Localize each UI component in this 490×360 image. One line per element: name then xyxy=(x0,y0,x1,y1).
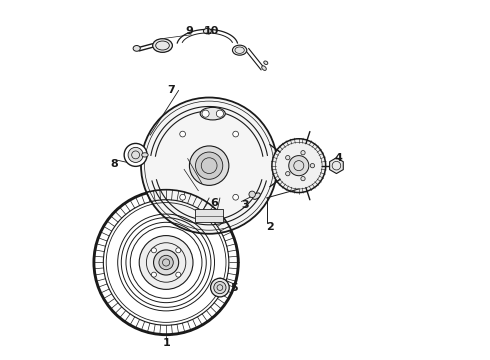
Bar xyxy=(195,210,223,222)
Text: 5: 5 xyxy=(230,283,238,293)
Circle shape xyxy=(159,255,173,270)
Circle shape xyxy=(196,152,223,179)
Text: 1: 1 xyxy=(162,338,170,348)
Circle shape xyxy=(180,131,186,137)
Text: 4: 4 xyxy=(334,153,342,163)
Circle shape xyxy=(272,139,326,193)
Ellipse shape xyxy=(133,45,140,51)
Circle shape xyxy=(202,110,209,117)
Circle shape xyxy=(211,278,229,297)
Circle shape xyxy=(216,110,223,117)
Circle shape xyxy=(141,98,277,234)
Ellipse shape xyxy=(262,66,266,71)
Circle shape xyxy=(124,143,147,166)
Text: 7: 7 xyxy=(168,85,175,95)
Text: 6: 6 xyxy=(211,198,219,208)
Circle shape xyxy=(176,248,181,253)
Ellipse shape xyxy=(253,193,260,199)
Circle shape xyxy=(301,150,305,155)
Circle shape xyxy=(286,156,290,160)
Ellipse shape xyxy=(264,61,268,64)
Circle shape xyxy=(139,235,193,289)
Circle shape xyxy=(95,191,238,334)
Ellipse shape xyxy=(200,107,225,120)
Circle shape xyxy=(128,147,143,162)
Circle shape xyxy=(310,163,315,168)
Circle shape xyxy=(289,156,309,176)
Circle shape xyxy=(233,194,239,200)
Ellipse shape xyxy=(142,153,148,157)
Circle shape xyxy=(286,171,290,176)
Circle shape xyxy=(214,282,226,294)
Circle shape xyxy=(233,131,239,137)
Text: 3: 3 xyxy=(241,200,249,210)
Text: 8: 8 xyxy=(110,159,118,169)
Circle shape xyxy=(153,250,179,275)
Ellipse shape xyxy=(203,28,211,34)
Text: 10: 10 xyxy=(203,26,219,36)
Circle shape xyxy=(249,191,255,198)
Circle shape xyxy=(301,176,305,181)
Ellipse shape xyxy=(232,45,247,55)
Circle shape xyxy=(190,146,229,185)
Circle shape xyxy=(176,272,181,277)
Ellipse shape xyxy=(153,39,172,52)
Text: 2: 2 xyxy=(266,222,274,231)
Circle shape xyxy=(151,272,156,277)
Circle shape xyxy=(151,248,156,253)
Text: 9: 9 xyxy=(186,26,194,36)
Polygon shape xyxy=(330,158,343,174)
Circle shape xyxy=(180,194,186,200)
